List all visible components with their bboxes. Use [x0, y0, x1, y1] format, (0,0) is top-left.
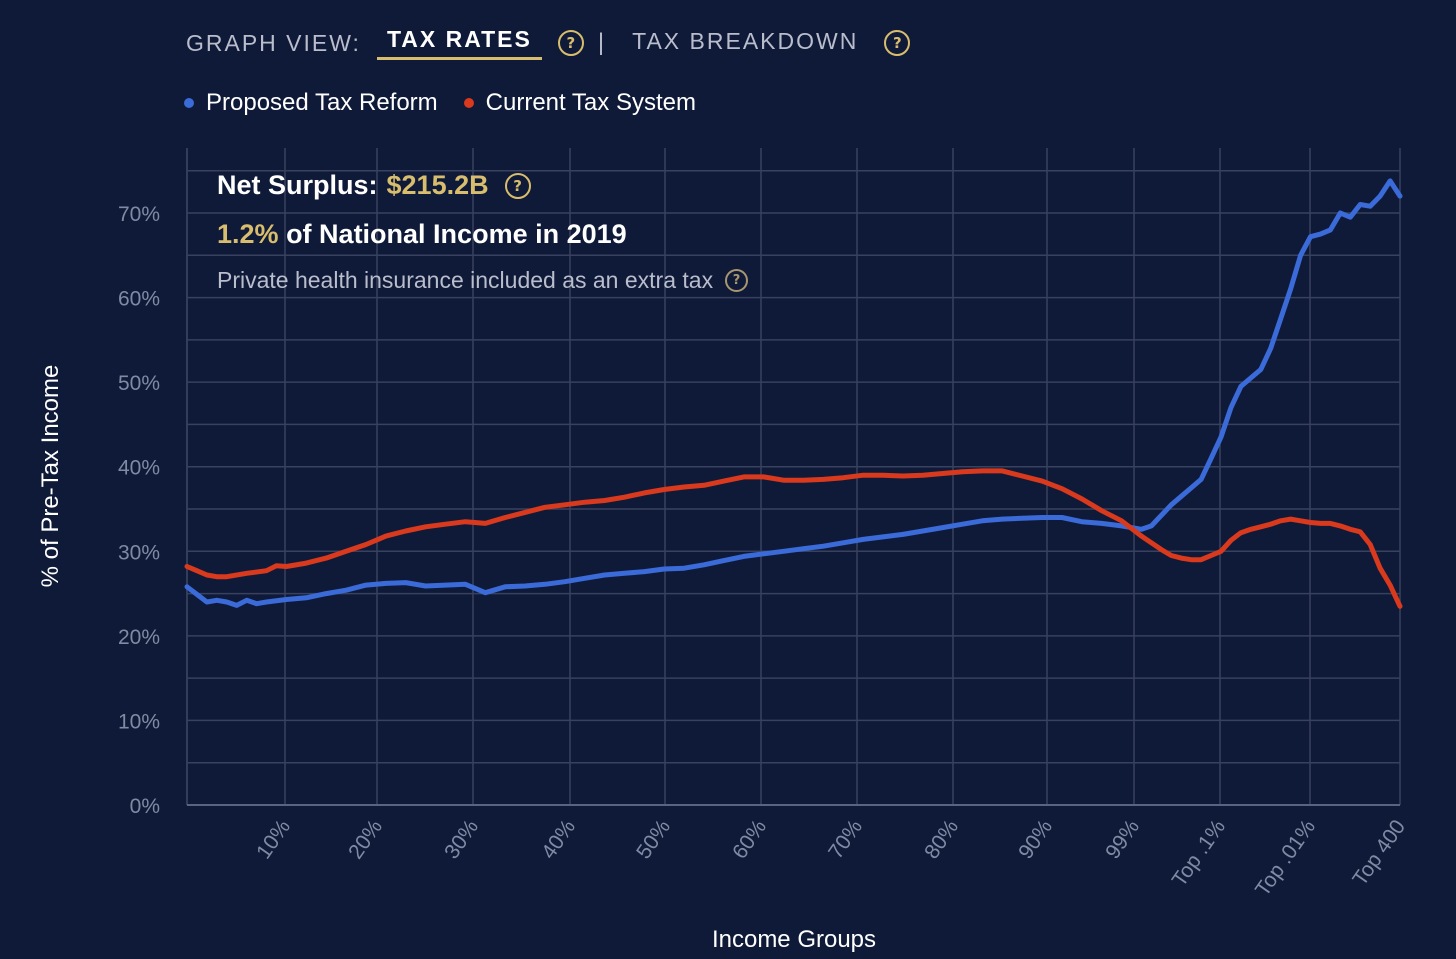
series-layer	[184, 178, 1403, 609]
x-tick-label: 60%	[728, 816, 771, 864]
x-tick-label: Top .1%	[1168, 816, 1230, 891]
y-tick-label: 10%	[118, 710, 160, 733]
x-axis-title: Income Groups	[712, 926, 876, 953]
national-income-share: 1.2%	[217, 219, 279, 249]
y-tick-label: 30%	[118, 541, 160, 564]
tax-rates-help-icon[interactable]: ?	[557, 30, 584, 56]
x-tick-label: Top .01%	[1251, 816, 1320, 901]
legend-label-proposed: Proposed Tax Reform	[206, 89, 438, 116]
x-tick-label: 30%	[440, 816, 483, 864]
x-tick-label: 10%	[252, 816, 295, 864]
insurance-note-line: Private health insurance included as an …	[217, 267, 749, 294]
x-tick-label: Top 400	[1348, 816, 1410, 890]
tab-tax-breakdown[interactable]: TAX BREAKDOWN	[632, 27, 859, 54]
net-surplus-value: $215.2B	[386, 170, 489, 200]
tax-breakdown-help-icon[interactable]: ?	[884, 30, 911, 56]
current-dot-icon	[463, 98, 474, 108]
series-line-current[interactable]	[184, 468, 1403, 609]
net-surplus-line: Net Surplus: $215.2B ?	[217, 170, 531, 201]
graph-view-label: GRAPH VIEW:	[186, 29, 361, 56]
y-tick-label: 50%	[118, 372, 160, 395]
chart-legend: Proposed Tax Reform Current Tax System	[184, 89, 722, 117]
x-tick-label: 20%	[344, 816, 387, 864]
x-tick-label: 40%	[537, 816, 580, 864]
y-tick-label: 40%	[118, 457, 160, 480]
y-tick-label: 20%	[118, 626, 160, 649]
net-surplus-label: Net Surplus:	[217, 170, 378, 200]
insurance-note: Private health insurance included as an …	[217, 267, 714, 293]
legend-label-current: Current Tax System	[485, 89, 696, 116]
proposed-dot-icon	[184, 98, 194, 108]
series-line-proposed[interactable]	[184, 178, 1403, 608]
national-income-line: 1.2% of National Income in 2019	[217, 219, 627, 250]
net-surplus-help-icon[interactable]: ?	[504, 172, 531, 199]
legend-item-proposed[interactable]: Proposed Tax Reform	[184, 89, 438, 117]
y-tick-label: 0%	[130, 795, 160, 818]
x-tick-label: 90%	[1014, 816, 1057, 864]
y-tick-label: 70%	[118, 203, 160, 226]
insurance-note-help-icon[interactable]: ?	[725, 269, 749, 292]
graph-view-toolbar: GRAPH VIEW: TAX RATES ? | TAX BREAKDOWN …	[186, 26, 911, 60]
y-axis-title: % of Pre-Tax Income	[37, 365, 64, 588]
x-tick-label: 99%	[1101, 816, 1144, 864]
grid-layer	[186, 148, 1401, 806]
tab-tax-rates[interactable]: TAX RATES	[376, 26, 542, 60]
y-axis-ticks: 0% 10% 20% 30% 40% 50% 60% 70%	[118, 203, 160, 818]
tab-separator: |	[597, 29, 605, 56]
y-tick-label: 60%	[118, 288, 160, 311]
x-tick-label: 70%	[824, 816, 867, 864]
legend-item-current[interactable]: Current Tax System	[463, 89, 696, 117]
x-tick-label: 50%	[632, 816, 675, 864]
national-income-text: of National Income in 2019	[286, 219, 627, 249]
x-axis-ticks: 10% 20% 30% 40% 50% 60% 70% 80% 90% 99% Top .1% Top…	[252, 816, 1410, 901]
x-tick-label: 80%	[920, 816, 963, 864]
